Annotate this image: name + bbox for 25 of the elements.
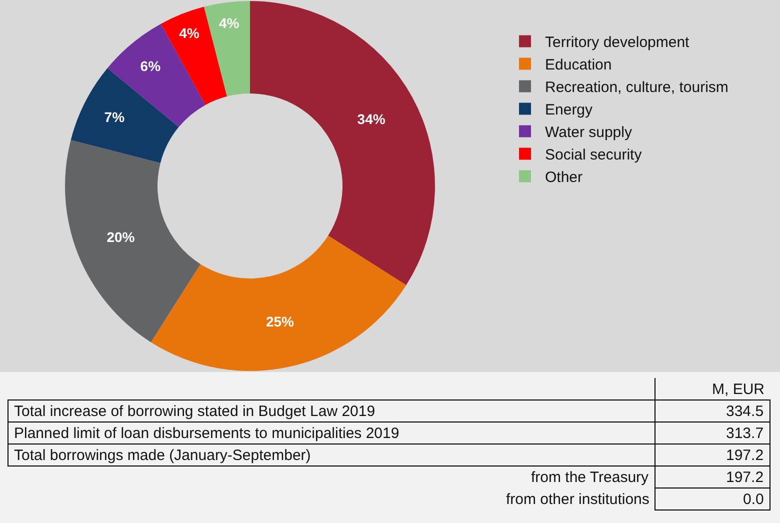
text: 334.5 — [726, 403, 764, 420]
legend-label: Other — [545, 169, 583, 186]
data-label: 7% — [104, 109, 126, 126]
text: 197.2 — [726, 469, 764, 486]
legend-label: Social security — [545, 146, 642, 164]
text: Total increase of borrowing stated in Budget Law 2019 — [14, 403, 376, 420]
text: from the Treasury — [531, 469, 650, 486]
legend-label: Energy — [545, 102, 594, 119]
legend-label: Recreation, culture, tourism — [545, 79, 728, 96]
text: 197.2 — [726, 447, 764, 464]
data-label: 20% — [106, 229, 136, 246]
data-label: 34% — [357, 111, 386, 128]
text: Planned limit of loan disbursements to municipalities 2019 — [14, 425, 400, 442]
data-label: 4% — [179, 25, 200, 42]
legend-label: Education — [545, 56, 612, 74]
data-label: 4% — [219, 14, 240, 31]
text: 0.0 — [743, 491, 764, 508]
data-label: 25% — [266, 313, 295, 330]
text: M, EUR — [712, 381, 765, 398]
text: from other institutions — [506, 491, 650, 508]
text: Total borrowings made (January-September) — [14, 447, 311, 464]
legend-label: Water supply — [545, 124, 632, 142]
data-label: 6% — [140, 58, 162, 74]
legend-label: Territory development — [545, 34, 690, 52]
text: 313.7 — [726, 425, 764, 442]
